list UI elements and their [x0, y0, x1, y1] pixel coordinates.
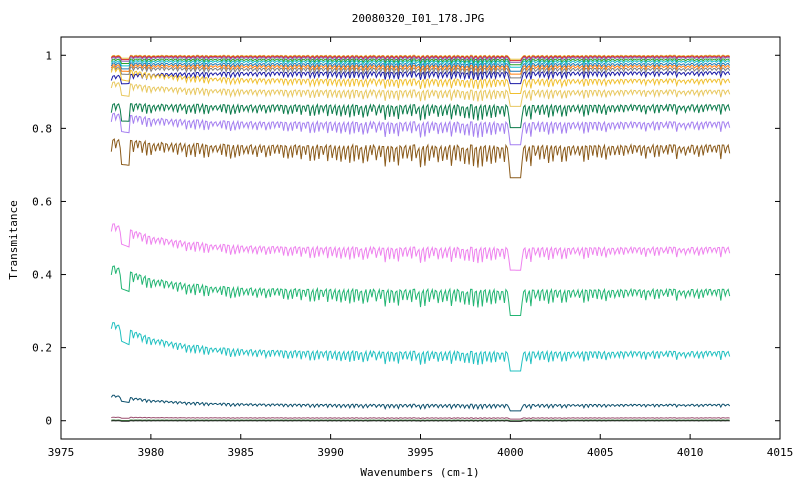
x-axis-label: Wavenumbers (cm-1): [360, 466, 479, 479]
series-line: [110, 56, 731, 63]
y-tick-label: 0: [45, 415, 52, 428]
series-line: [111, 420, 730, 422]
x-axis-ticks: 3975 3980 3985 3990 3995 4000 4005 4010 4015: [48, 37, 794, 459]
series-line: [110, 394, 731, 412]
x-tick-label: 4015: [767, 446, 794, 459]
x-tick-label: 4005: [587, 446, 614, 459]
x-tick-label: 3975: [48, 446, 75, 459]
series-line: [110, 66, 731, 79]
series-line: [110, 322, 731, 372]
y-axis-label: Transmitance: [7, 200, 20, 279]
x-tick-label: 4000: [497, 446, 524, 459]
y-axis-ticks: 0 0.2 0.4 0.6 0.8 1: [32, 49, 780, 428]
x-tick-label: 4010: [677, 446, 704, 459]
series-line: [110, 102, 731, 129]
x-tick-label: 3995: [407, 446, 434, 459]
series-line: [110, 62, 731, 72]
series-line: [110, 70, 731, 85]
y-tick-label: 0.2: [32, 342, 52, 355]
series-line: [110, 81, 731, 107]
series-line: [110, 55, 731, 62]
x-tick-label: 3990: [317, 446, 344, 459]
y-tick-label: 0.8: [32, 122, 52, 135]
x-tick-label: 3980: [138, 446, 165, 459]
series-line: [110, 58, 731, 66]
series-line: [110, 265, 731, 316]
series-layer: [110, 54, 731, 422]
series-line: [110, 54, 730, 60]
series-line: [110, 112, 731, 146]
y-tick-label: 0.6: [32, 195, 52, 208]
x-tick-label: 3985: [228, 446, 255, 459]
y-tick-label: 0.4: [32, 269, 52, 282]
series-line: [111, 419, 730, 422]
series-line: [111, 416, 730, 420]
chart-title: 20080320_I01_178.JPG: [352, 12, 484, 25]
y-tick-label: 1: [45, 49, 52, 62]
series-line: [110, 60, 731, 68]
series-line: [110, 138, 731, 179]
series-line: [110, 223, 731, 271]
series-line: [110, 64, 731, 75]
series-line: [110, 66, 731, 94]
plot-frame: [60, 36, 781, 440]
